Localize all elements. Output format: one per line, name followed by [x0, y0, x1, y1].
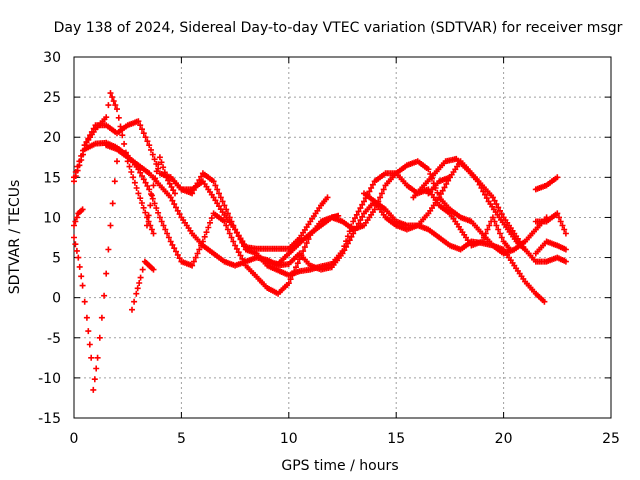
data-series — [71, 90, 569, 393]
data-point-markers — [167, 170, 513, 279]
y-tick-label: -10 — [38, 371, 61, 387]
series-sat-i — [167, 170, 513, 279]
series-sat-g — [129, 258, 157, 313]
axis-ticks — [73, 56, 612, 419]
series-sat-a — [71, 90, 157, 237]
y-tick-label: 30 — [43, 50, 61, 66]
data-point-markers — [425, 174, 453, 197]
series-sat-m — [425, 174, 453, 197]
data-point-markers — [90, 158, 120, 393]
x-axis-tick-labels: 0 5 10 15 20 25 — [70, 431, 620, 447]
data-point-markers — [71, 206, 86, 229]
y-tick-label: 25 — [43, 90, 61, 106]
x-tick-label: 15 — [387, 431, 405, 447]
x-tick-label: 20 — [495, 431, 513, 447]
data-point-markers — [71, 234, 95, 361]
data-point-markers — [264, 158, 550, 267]
data-point-markers — [410, 155, 529, 253]
y-tick-label: -15 — [38, 411, 61, 427]
series-sat-h — [144, 154, 178, 229]
x-axis-label: GPS time / hours — [281, 458, 398, 474]
y-tick-label: 15 — [43, 170, 61, 186]
data-point-markers — [532, 210, 569, 237]
x-tick-label: 0 — [70, 431, 79, 447]
series-sat-e — [71, 234, 95, 361]
y-tick-label: 10 — [43, 210, 61, 226]
y-tick-label: 0 — [52, 291, 61, 307]
series-sat-p — [71, 206, 86, 229]
data-point-markers — [532, 238, 569, 257]
data-point-markers — [129, 258, 157, 313]
y-axis-label: SDTVAR / TECUs — [7, 180, 23, 295]
data-point-markers — [71, 90, 157, 237]
x-tick-label: 25 — [602, 431, 620, 447]
y-axis-tick-labels: -15 -10 -5 0 5 10 15 20 25 30 — [38, 50, 61, 427]
chart-title: Day 138 of 2024, Sidereal Day-to-day VTE… — [54, 20, 623, 36]
x-tick-label: 10 — [280, 431, 298, 447]
series-sat-f — [90, 158, 120, 393]
series-sat-n — [532, 174, 561, 193]
data-point-markers — [532, 174, 561, 193]
series-sat-q — [532, 238, 569, 257]
y-tick-label: 20 — [43, 130, 61, 146]
data-point-markers — [144, 154, 178, 229]
y-tick-label: -5 — [47, 331, 61, 347]
series-sat-l — [410, 155, 529, 253]
x-tick-label: 5 — [177, 431, 186, 447]
series-sat-j — [264, 158, 550, 267]
series-sat-o — [532, 210, 569, 237]
y-tick-label: 5 — [52, 251, 61, 267]
